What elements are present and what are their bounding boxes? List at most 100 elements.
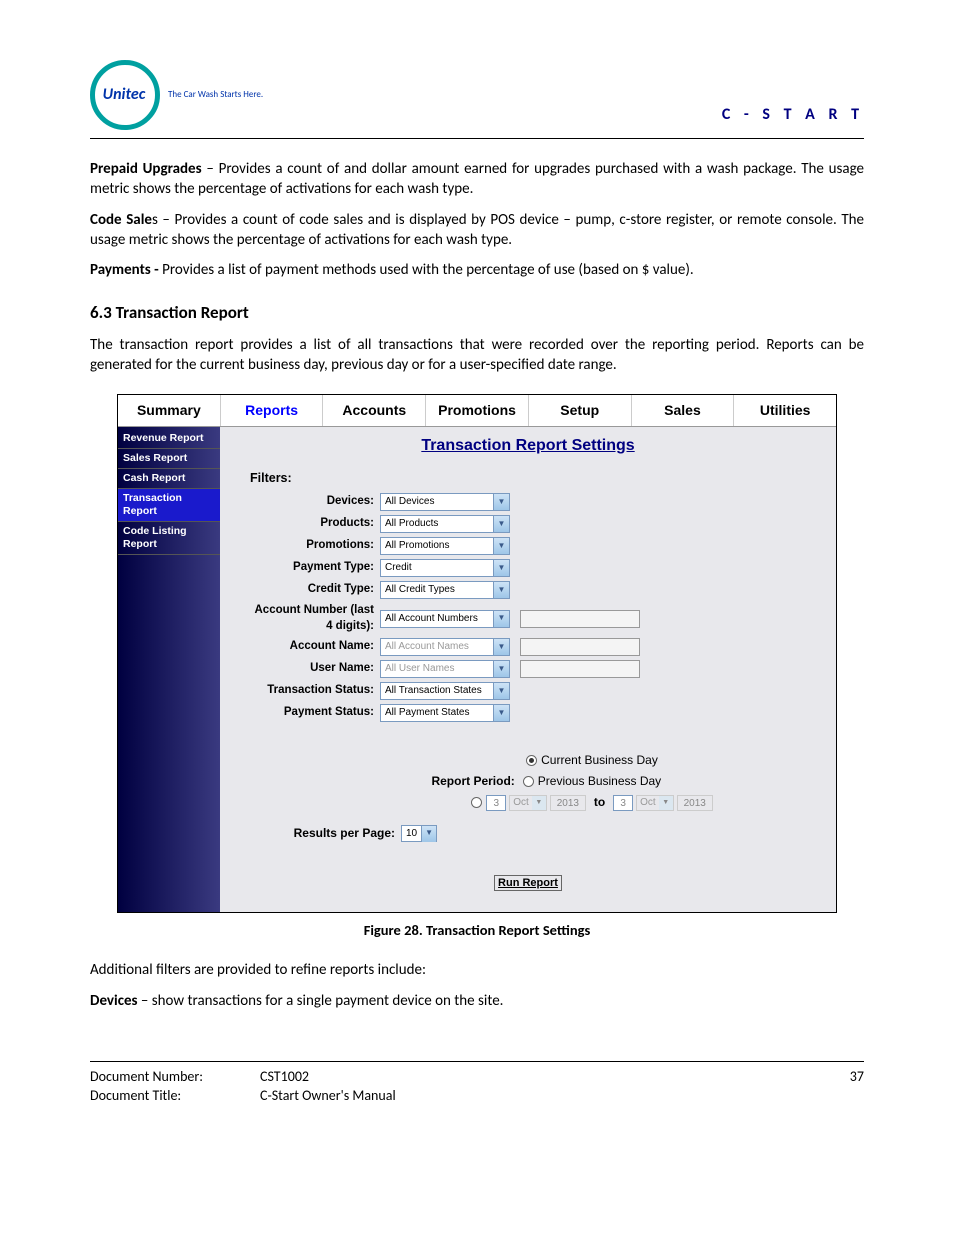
paragraph-prepaid-upgrades: Prepaid Upgrades – Provides a count of a… (90, 159, 864, 200)
paragraph-devices: Devices – show transactions for a single… (90, 991, 864, 1011)
filter-label: Payment Status: (250, 705, 380, 721)
filter-label: Payment Type: (250, 560, 380, 576)
paragraph-code-sales: Code Sales – Provides a count of code sa… (90, 210, 864, 251)
filter-label: Devices: (250, 494, 380, 510)
logo-text: Unitec (103, 84, 146, 106)
term-code-sales: Code Sale (90, 211, 152, 229)
chevron-down-icon[interactable]: ▼ (493, 705, 509, 721)
filter-row: Credit Type:All Credit Types▼ (250, 581, 806, 599)
tab-bar: SummaryReportsAccountsPromotionsSetupSal… (118, 395, 836, 427)
filter-label: Credit Type: (250, 582, 380, 598)
page-number: 37 (850, 1068, 864, 1106)
sidebar-item-cash-report[interactable]: Cash Report (118, 469, 220, 489)
filter-dropdown[interactable]: All Devices▼ (380, 493, 510, 511)
filter-dropdown[interactable]: Credit▼ (380, 559, 510, 577)
term-prepaid-upgrades: Prepaid Upgrades (90, 160, 202, 178)
paragraph-transaction-intro: The transaction report provides a list o… (90, 335, 864, 376)
filter-row: Payment Type:Credit▼ (250, 559, 806, 577)
chevron-down-icon[interactable]: ▼ (493, 639, 509, 655)
chevron-down-icon[interactable]: ▼ (421, 826, 436, 842)
main-panel: Transaction Report Settings Filters: Dev… (220, 427, 836, 912)
tab-summary[interactable]: Summary (118, 395, 221, 426)
footer-labels: Document Number: Document Title: (90, 1068, 260, 1106)
filter-row: Devices:All Devices▼ (250, 493, 806, 511)
panel-title: Transaction Report Settings (250, 435, 806, 457)
filter-label: Transaction Status: (250, 683, 380, 699)
filter-row: Payment Status:All Payment States▼ (250, 704, 806, 722)
filter-extra-input[interactable] (520, 660, 640, 678)
logo: Unitec The Car Wash Starts Here. (90, 60, 263, 130)
sidebar: Revenue ReportSales ReportCash ReportTra… (118, 427, 220, 912)
section-heading-transaction-report: 6.3 Transaction Report (90, 302, 864, 325)
screenshot-body: Revenue ReportSales ReportCash ReportTra… (118, 427, 836, 912)
paragraph-additional-filters: Additional filters are provided to refin… (90, 960, 864, 980)
chevron-down-icon[interactable]: ▼ (493, 494, 509, 510)
chevron-down-icon[interactable]: ▼ (493, 516, 509, 532)
radio-previous-icon[interactable] (523, 776, 534, 787)
date-from[interactable]: 3 Oct▼ 2013 (486, 795, 586, 811)
chevron-down-icon[interactable]: ▼ (493, 538, 509, 554)
filter-row: Account Number (last 4 digits):All Accou… (250, 603, 806, 634)
sidebar-item-transaction-report[interactable]: Transaction Report (118, 489, 220, 522)
footer-values: CST1002 C-Start Owner's Manual (260, 1068, 850, 1106)
tab-accounts[interactable]: Accounts (323, 395, 426, 426)
sidebar-item-revenue-report[interactable]: Revenue Report (118, 429, 220, 449)
filter-row: User Name:All User Names▼ (250, 660, 806, 678)
chevron-down-icon[interactable]: ▼ (493, 560, 509, 576)
filter-row: Account Name:All Account Names▼ (250, 638, 806, 656)
run-report-button[interactable]: Run Report (494, 875, 562, 891)
filter-label: Promotions: (250, 538, 380, 554)
report-period-section: Current Business Day Report Period: Prev… (250, 752, 806, 811)
tab-utilities[interactable]: Utilities (734, 395, 836, 426)
filter-dropdown[interactable]: All Credit Types▼ (380, 581, 510, 599)
run-report-row: Run Report (250, 872, 806, 892)
filter-label: User Name: (250, 661, 380, 677)
report-period-option-range[interactable]: 3 Oct▼ 2013 to 3 Oct▼ 2013 (250, 794, 806, 810)
paragraph-payments: Payments - Provides a list of payment me… (90, 260, 864, 280)
chevron-down-icon[interactable]: ▼ (532, 796, 546, 810)
filter-dropdown[interactable]: All Transaction States▼ (380, 682, 510, 700)
filter-dropdown[interactable]: All Products▼ (380, 515, 510, 533)
page-header: Unitec The Car Wash Starts Here. C - S T… (90, 60, 864, 139)
report-period-option-current[interactable]: Current Business Day (250, 752, 806, 768)
filter-dropdown[interactable]: All Payment States▼ (380, 704, 510, 722)
results-per-page-dropdown[interactable]: 10 ▼ (401, 825, 437, 842)
filter-label: Account Name: (250, 639, 380, 655)
tab-reports[interactable]: Reports (221, 395, 324, 426)
chevron-down-icon[interactable]: ▼ (493, 611, 509, 627)
radio-range-icon[interactable] (471, 797, 482, 808)
filters-label: Filters: (250, 470, 806, 487)
sidebar-item-sales-report[interactable]: Sales Report (118, 449, 220, 469)
term-devices: Devices (90, 992, 138, 1010)
report-period-option-previous[interactable]: Report Period: Previous Business Day (250, 773, 806, 789)
filter-dropdown[interactable]: All Account Names▼ (380, 638, 510, 656)
figure-caption: Figure 28. Transaction Report Settings (90, 921, 864, 941)
date-to[interactable]: 3 Oct▼ 2013 (613, 795, 713, 811)
tab-promotions[interactable]: Promotions (426, 395, 529, 426)
filter-label: Products: (250, 516, 380, 532)
chevron-down-icon[interactable]: ▼ (493, 661, 509, 677)
header-product-name: C - S T A R T (722, 104, 864, 130)
logo-circle-icon: Unitec (90, 60, 160, 130)
filter-label: Account Number (last 4 digits): (250, 603, 380, 634)
screenshot-transaction-report-settings: SummaryReportsAccountsPromotionsSetupSal… (117, 394, 837, 913)
tab-setup[interactable]: Setup (529, 395, 632, 426)
radio-current-icon[interactable] (526, 755, 537, 766)
chevron-down-icon[interactable]: ▼ (659, 796, 673, 810)
filter-dropdown[interactable]: All Promotions▼ (380, 537, 510, 555)
tab-sales[interactable]: Sales (632, 395, 735, 426)
filter-row: Transaction Status:All Transaction State… (250, 682, 806, 700)
chevron-down-icon[interactable]: ▼ (493, 683, 509, 699)
term-payments: Payments - (90, 261, 162, 279)
logo-tagline: The Car Wash Starts Here. (168, 89, 263, 101)
filter-row: Promotions:All Promotions▼ (250, 537, 806, 555)
filter-extra-input[interactable] (520, 610, 640, 628)
filter-dropdown[interactable]: All Account Numbers▼ (380, 610, 510, 628)
page-footer: Document Number: Document Title: CST1002… (90, 1061, 864, 1106)
chevron-down-icon[interactable]: ▼ (493, 582, 509, 598)
results-per-page-row: Results per Page: 10 ▼ (250, 825, 806, 842)
filter-dropdown[interactable]: All User Names▼ (380, 660, 510, 678)
sidebar-item-code-listing-report[interactable]: Code Listing Report (118, 522, 220, 555)
filter-row: Products:All Products▼ (250, 515, 806, 533)
filter-extra-input[interactable] (520, 638, 640, 656)
